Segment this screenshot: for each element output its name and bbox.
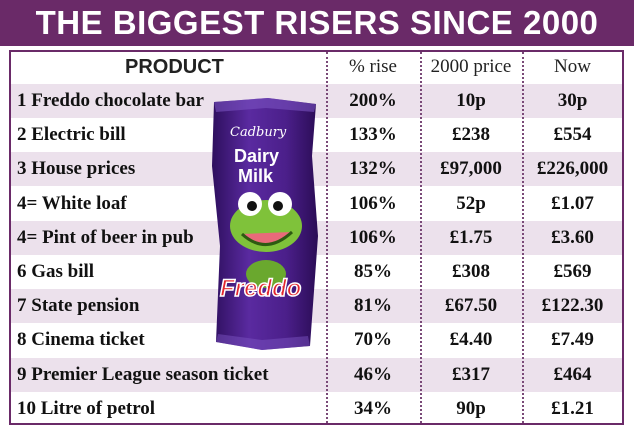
price-now-cell: £7.49 (551, 329, 594, 351)
page-title: THE BIGGEST RISERS SINCE 2000 (0, 0, 634, 46)
table-row: 2 Electric bill 133% £238 £554 (11, 118, 622, 152)
header-now: Now (554, 56, 591, 77)
rise-cell: 200% (349, 90, 397, 111)
cadbury-logo: Cadbury (230, 125, 287, 140)
product-cell: 3 House prices (17, 158, 136, 180)
product-cell: 6 Gas bill (17, 261, 95, 282)
product-cell: 1 Freddo chocolate bar (17, 90, 204, 111)
price-2000-cell: 90p (456, 397, 486, 419)
column-divider (326, 52, 328, 423)
rise-cell: 106% (349, 226, 397, 248)
price-2000-cell: 10p (456, 90, 486, 111)
header-rise: % rise (348, 56, 397, 77)
price-2000-cell: £97,000 (440, 158, 502, 180)
price-2000-cell: £238 (452, 124, 490, 146)
rise-cell: 133% (349, 124, 397, 146)
freddo-wrapper-svg: Cadbury Dairy Milk Freddo (212, 98, 318, 350)
table-row: 1 Freddo chocolate bar 200% 10p 30p (11, 84, 622, 118)
rise-cell: 34% (354, 397, 392, 419)
milk-logo: Milk (238, 166, 274, 186)
product-cell: 7 State pension (17, 295, 140, 317)
rise-cell: 132% (349, 158, 397, 180)
product-cell: 4= Pint of beer in pub (17, 226, 194, 248)
price-now-cell: £122.30 (541, 295, 604, 317)
rise-cell: 70% (354, 329, 392, 351)
table-row: 10 Litre of petrol 34% 90p £1.21 (11, 392, 622, 426)
header-2000-price: 2000 price (430, 56, 512, 77)
price-2000-cell: £4.40 (449, 329, 493, 351)
table-row: 4= White loaf 106% 52p £1.07 (11, 187, 622, 221)
rise-cell: 106% (349, 192, 397, 214)
header-product: PRODUCT (125, 56, 224, 78)
price-2000-cell: £67.50 (444, 295, 498, 317)
table-row: 3 House prices 132% £97,000 £226,000 (11, 152, 622, 187)
column-divider (522, 52, 524, 423)
price-now-cell: £554 (553, 124, 592, 146)
product-cell: 9 Premier League season ticket (17, 363, 269, 385)
table-row: 6 Gas bill 85% £308 £569 (11, 255, 622, 289)
price-now-cell: £226,000 (536, 158, 609, 180)
price-now-cell: £1.07 (551, 192, 594, 214)
price-now-cell: £569 (553, 261, 592, 282)
price-now-cell: 30p (557, 90, 588, 111)
rise-cell: 85% (354, 261, 392, 282)
freddo-wrapper-image: Cadbury Dairy Milk Freddo (208, 96, 322, 352)
dairy-logo: Dairy (234, 146, 279, 166)
price-2000-cell: £317 (452, 363, 490, 385)
product-cell: 2 Electric bill (17, 124, 126, 146)
price-2000-cell: 52p (456, 192, 486, 214)
column-divider (420, 52, 422, 423)
price-now-cell: £3.60 (551, 226, 594, 248)
price-2000-cell: £308 (452, 261, 490, 282)
price-2000-cell: £1.75 (449, 226, 493, 248)
freddo-logo: Freddo (220, 275, 301, 302)
table-row: 8 Cinema ticket 70% £4.40 £7.49 (11, 323, 622, 357)
price-now-cell: £1.21 (551, 397, 594, 419)
price-now-cell: £464 (553, 363, 592, 385)
product-cell: 4= White loaf (17, 192, 127, 214)
product-cell: 8 Cinema ticket (17, 329, 145, 351)
table-row: 9 Premier League season ticket 46% £317 £46… (11, 357, 622, 392)
rise-cell: 46% (354, 363, 392, 385)
table-row: 7 State pension 81% £67.50 £122.30 (11, 289, 622, 324)
product-cell: 10 Litre of petrol (17, 397, 156, 419)
rise-cell: 81% (354, 295, 392, 317)
